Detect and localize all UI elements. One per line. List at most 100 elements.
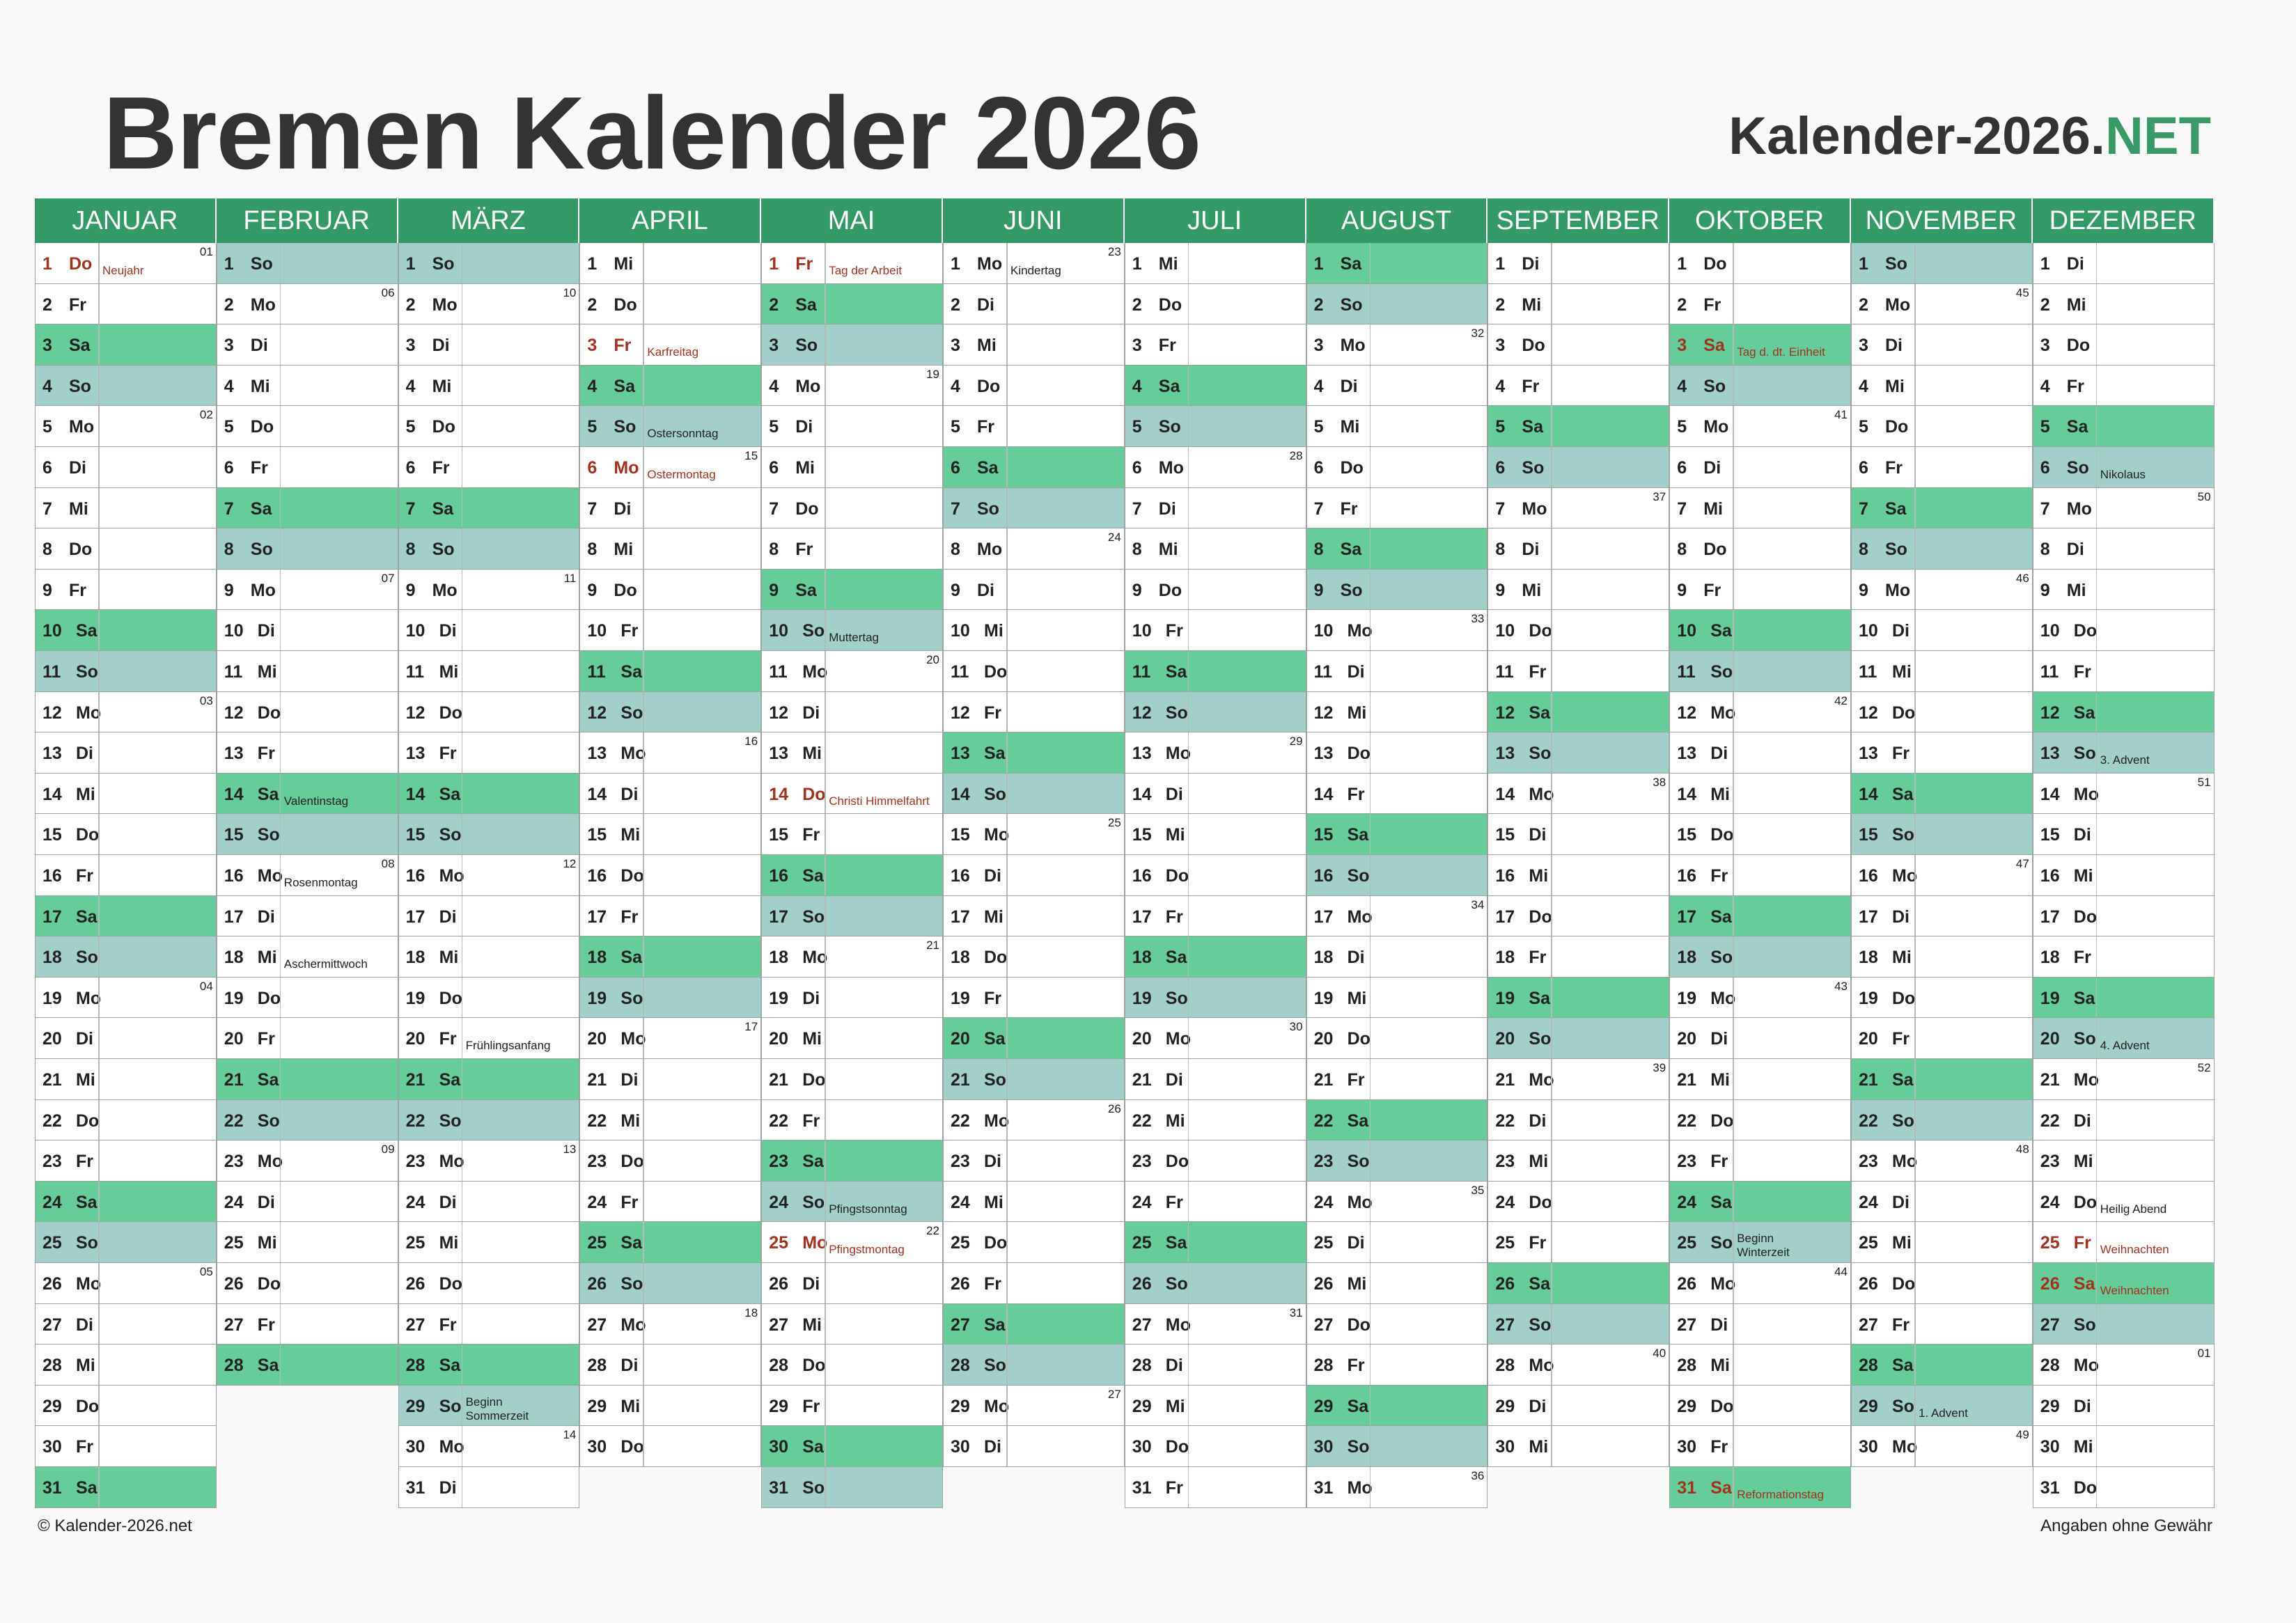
day-cell[interactable]: 3 Fr Karfreitag — [579, 324, 762, 366]
day-cell[interactable]: 31 Sa Reformationstag — [1669, 1467, 1851, 1508]
day-cell[interactable]: 29 Mi — [1124, 1385, 1306, 1427]
day-cell[interactable]: 22 Do — [1669, 1099, 1851, 1141]
day-cell[interactable]: 24 Do — [1487, 1181, 1670, 1223]
day-cell[interactable]: 19 So — [1124, 977, 1306, 1019]
day-cell[interactable]: 19 Do — [398, 977, 580, 1019]
day-cell[interactable]: 3 Di — [398, 324, 580, 366]
day-cell[interactable]: 1 So — [1851, 243, 2033, 284]
day-cell[interactable]: 14 Do Christi Himmelfahrt — [761, 773, 943, 815]
day-cell[interactable]: 22 Mi — [579, 1099, 762, 1141]
day-cell[interactable]: 15 So — [1851, 814, 2033, 855]
day-cell[interactable]: 8 Do — [35, 528, 217, 570]
day-cell[interactable]: 1 Mo Kindertag 23 — [943, 243, 1125, 284]
day-cell[interactable]: 7 Di — [579, 487, 762, 529]
day-cell[interactable]: 21 Do — [761, 1059, 943, 1100]
day-cell[interactable]: 7 Mi — [1669, 487, 1851, 529]
day-cell[interactable]: 1 Do Neujahr 01 — [35, 243, 217, 284]
day-cell[interactable]: 16 So — [1306, 855, 1488, 896]
day-cell[interactable]: 16 Do — [1124, 855, 1306, 896]
day-cell[interactable]: 5 Do — [1851, 406, 2033, 447]
day-cell[interactable]: 6 So Nikolaus — [2032, 447, 2215, 488]
day-cell[interactable]: 12 Sa — [2032, 691, 2215, 733]
day-cell[interactable]: 20 Di — [35, 1018, 217, 1059]
day-cell[interactable]: 10 Sa — [35, 610, 217, 651]
day-cell[interactable]: 7 So — [943, 487, 1125, 529]
day-cell[interactable]: 25 Mi — [216, 1222, 398, 1263]
day-cell[interactable]: 8 So — [1851, 528, 2033, 570]
day-cell[interactable]: 3 Do — [1487, 324, 1670, 366]
day-cell[interactable]: 19 Sa — [2032, 977, 2215, 1019]
day-cell[interactable]: 27 Fr — [1851, 1303, 2033, 1345]
day-cell[interactable]: 12 So — [579, 691, 762, 733]
day-cell[interactable]: 20 Sa — [943, 1018, 1125, 1059]
day-cell[interactable]: 20 Mo 17 — [579, 1018, 762, 1059]
day-cell[interactable]: 27 Do — [1306, 1303, 1488, 1345]
day-cell[interactable]: 18 Mo 21 — [761, 936, 943, 978]
day-cell[interactable]: 27 Fr — [216, 1303, 398, 1345]
day-cell[interactable]: 30 Do — [1124, 1426, 1306, 1467]
day-cell[interactable]: 27 Mo 31 — [1124, 1303, 1306, 1345]
day-cell[interactable]: 20 Fr Frühlingsanfang — [398, 1018, 580, 1059]
day-cell[interactable]: 28 Do — [761, 1344, 943, 1386]
day-cell[interactable]: 24 Do Heilig Abend — [2032, 1181, 2215, 1223]
day-cell[interactable]: 11 So — [1669, 651, 1851, 692]
day-cell[interactable]: 17 Mo 34 — [1306, 895, 1488, 937]
day-cell[interactable]: 25 Fr Weihnachten — [2032, 1222, 2215, 1263]
day-cell[interactable]: 4 Sa — [1124, 365, 1306, 407]
day-cell[interactable]: 1 Sa — [1306, 243, 1488, 284]
day-cell[interactable]: 8 So — [216, 528, 398, 570]
day-cell[interactable]: 4 Mi — [216, 365, 398, 407]
day-cell[interactable]: 11 Sa — [579, 651, 762, 692]
day-cell[interactable]: 8 Sa — [1306, 528, 1488, 570]
day-cell[interactable]: 1 Mi — [1124, 243, 1306, 284]
day-cell[interactable]: 9 Mo 11 — [398, 569, 580, 611]
day-cell[interactable]: 31 Do — [2032, 1467, 2215, 1508]
day-cell[interactable]: 11 Mi — [398, 651, 580, 692]
day-cell[interactable]: 28 Sa — [216, 1344, 398, 1386]
brand-logo[interactable]: Kalender-2026.NET — [1728, 110, 2211, 163]
day-cell[interactable]: 11 Di — [1306, 651, 1488, 692]
day-cell[interactable]: 25 Sa — [1124, 1222, 1306, 1263]
day-cell[interactable]: 22 So — [216, 1099, 398, 1141]
day-cell[interactable]: 29 So Beginn Sommerzeit — [398, 1385, 580, 1427]
day-cell[interactable]: 3 Di — [216, 324, 398, 366]
day-cell[interactable]: 26 Sa — [1487, 1263, 1670, 1304]
day-cell[interactable]: 20 So 4. Advent — [2032, 1018, 2215, 1059]
day-cell[interactable]: 24 So Pfingstsonntag — [761, 1181, 943, 1223]
day-cell[interactable]: 14 Sa Valentinstag — [216, 773, 398, 815]
day-cell[interactable]: 23 Do — [579, 1140, 762, 1182]
day-cell[interactable]: 5 Mi — [1306, 406, 1488, 447]
day-cell[interactable]: 25 So — [35, 1222, 217, 1263]
day-cell[interactable]: 30 Sa — [761, 1426, 943, 1467]
day-cell[interactable]: 12 Mi — [1306, 691, 1488, 733]
day-cell[interactable]: 27 Di — [1669, 1303, 1851, 1345]
day-cell[interactable]: 13 Fr — [1851, 732, 2033, 774]
day-cell[interactable]: 2 Mo 10 — [398, 283, 580, 325]
day-cell[interactable]: 31 Di — [398, 1467, 580, 1508]
day-cell[interactable]: 29 Mo 27 — [943, 1385, 1125, 1427]
day-cell[interactable]: 10 Mo 33 — [1306, 610, 1488, 651]
day-cell[interactable]: 22 Fr — [761, 1099, 943, 1141]
day-cell[interactable]: 30 Di — [943, 1426, 1125, 1467]
day-cell[interactable]: 5 Sa — [1487, 406, 1670, 447]
day-cell[interactable]: 16 Sa — [761, 855, 943, 896]
day-cell[interactable]: 6 Mi — [761, 447, 943, 488]
day-cell[interactable]: 7 Sa — [1851, 487, 2033, 529]
day-cell[interactable]: 17 Di — [398, 895, 580, 937]
day-cell[interactable]: 5 So Ostersonntag — [579, 406, 762, 447]
day-cell[interactable]: 18 Sa — [1124, 936, 1306, 978]
day-cell[interactable]: 20 Mo 30 — [1124, 1018, 1306, 1059]
day-cell[interactable]: 19 So — [579, 977, 762, 1019]
day-cell[interactable]: 15 So — [216, 814, 398, 855]
day-cell[interactable]: 19 Mo 43 — [1669, 977, 1851, 1019]
day-cell[interactable]: 21 Sa — [216, 1059, 398, 1100]
day-cell[interactable]: 13 Fr — [216, 732, 398, 774]
day-cell[interactable]: 18 Mi — [1851, 936, 2033, 978]
day-cell[interactable]: 11 Fr — [2032, 651, 2215, 692]
day-cell[interactable]: 7 Fr — [1306, 487, 1488, 529]
day-cell[interactable]: 18 Do — [943, 936, 1125, 978]
day-cell[interactable]: 16 Mo Rosenmontag 08 — [216, 855, 398, 896]
day-cell[interactable]: 4 Mi — [1851, 365, 2033, 407]
day-cell[interactable]: 19 Do — [216, 977, 398, 1019]
day-cell[interactable]: 26 Di — [761, 1263, 943, 1304]
